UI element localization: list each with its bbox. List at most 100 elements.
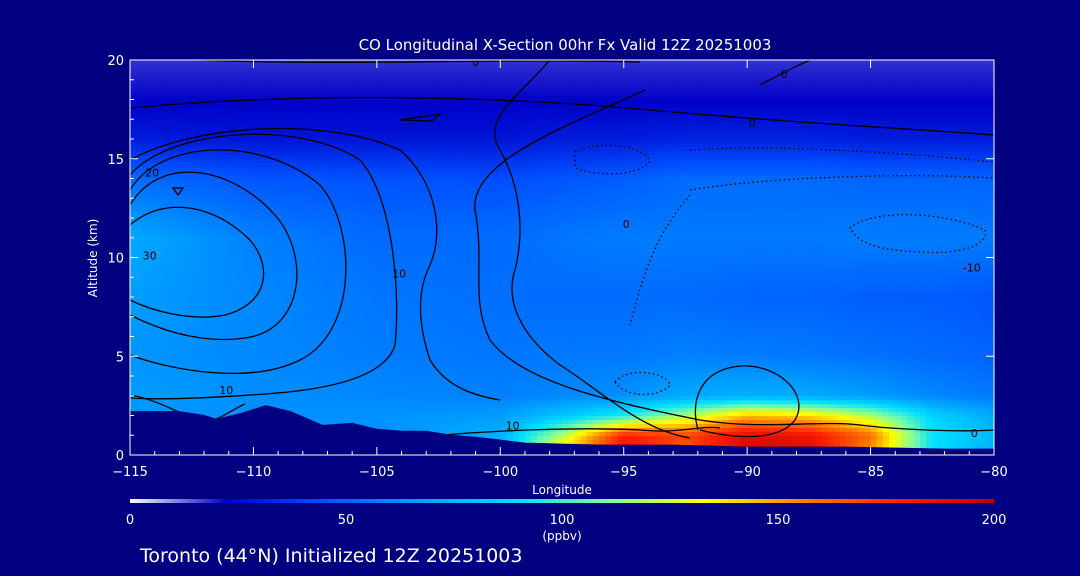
heatmap-cell	[697, 423, 705, 428]
heatmap-cell	[136, 368, 143, 373]
heatmap-cell	[432, 360, 440, 365]
heatmap-cell	[759, 348, 767, 353]
heatmap-cell	[889, 395, 896, 401]
heatmap-cell	[543, 395, 551, 401]
heatmap-cell	[370, 360, 378, 365]
heatmap-cell	[487, 328, 495, 334]
heatmap-cell	[204, 368, 211, 373]
heatmap-cell	[691, 387, 699, 393]
heatmap-cell	[821, 340, 828, 345]
heatmap-cell	[130, 336, 137, 342]
heatmap-cell	[253, 395, 261, 401]
heatmap-cell	[778, 415, 785, 421]
heatmap-cell	[432, 419, 440, 424]
heatmap-cell	[895, 391, 903, 397]
heatmap-cell	[728, 320, 736, 326]
heatmap-cell	[981, 379, 989, 385]
heatmap-cell	[827, 372, 835, 377]
heatmap-cell	[494, 415, 501, 421]
heatmap-cell	[352, 356, 359, 361]
heatmap-cell	[160, 407, 168, 413]
heatmap-cell	[956, 403, 964, 409]
heatmap-cell	[432, 320, 440, 326]
heatmap-cell	[666, 387, 674, 393]
heatmap-cell	[654, 419, 662, 424]
heatmap-cell	[401, 419, 409, 424]
heatmap-cell	[666, 376, 674, 381]
heatmap-cell	[944, 443, 952, 448]
heatmap-cell	[487, 336, 495, 342]
heatmap-cell	[185, 399, 193, 405]
heatmap-cell	[938, 435, 946, 440]
heatmap-cell	[697, 391, 705, 397]
heatmap-cell	[506, 324, 514, 330]
heatmap-cell	[413, 379, 421, 385]
heatmap-cell	[648, 403, 656, 409]
heatmap-cell	[302, 399, 310, 405]
heatmap-cell	[753, 443, 761, 448]
heatmap-cell	[278, 399, 285, 405]
heatmap-cell	[562, 439, 569, 444]
heatmap-cell	[383, 399, 390, 405]
heatmap-cell	[728, 376, 736, 381]
heatmap-cell	[234, 391, 242, 397]
heatmap-cell	[457, 360, 464, 365]
heatmap-cell	[617, 411, 625, 417]
heatmap-cell	[407, 419, 415, 424]
heatmap-cell	[734, 336, 742, 342]
heatmap-cell	[716, 364, 724, 369]
heatmap-cell	[518, 387, 526, 393]
heatmap-cell	[321, 372, 329, 377]
heatmap-cell	[308, 403, 316, 409]
heatmap-cell	[648, 383, 656, 389]
heatmap-cell	[549, 391, 557, 397]
heatmap-cell	[969, 419, 977, 424]
heatmap-cell	[438, 324, 446, 330]
heatmap-cell	[302, 368, 310, 373]
heatmap-cell	[876, 316, 884, 322]
heatmap-cell	[697, 383, 705, 389]
heatmap-cell	[938, 324, 946, 330]
heatmap-cell	[882, 316, 890, 322]
heatmap-cell	[142, 372, 150, 377]
heatmap-cell	[401, 332, 409, 338]
heatmap-cell	[685, 376, 693, 381]
heatmap-cell	[901, 364, 909, 369]
heatmap-cell	[919, 423, 927, 428]
heatmap-cell	[876, 427, 884, 432]
heatmap-cell	[142, 356, 150, 361]
heatmap-cell	[740, 439, 748, 444]
heatmap-cell	[926, 332, 933, 338]
heatmap-cell	[420, 320, 427, 326]
heatmap-cell	[290, 383, 298, 389]
heatmap-cell	[154, 312, 162, 318]
heatmap-cell	[265, 399, 273, 405]
heatmap-cell	[555, 316, 563, 322]
heatmap-cell	[629, 324, 637, 330]
heatmap-cell	[987, 387, 994, 393]
heatmap-cell	[617, 320, 625, 326]
heatmap-cell	[469, 423, 477, 428]
heatmap-cell	[722, 348, 730, 353]
heatmap-cell	[784, 431, 791, 436]
heatmap-cell	[346, 356, 353, 361]
heatmap-cell	[753, 403, 761, 409]
heatmap-cell	[395, 403, 403, 409]
heatmap-cell	[555, 376, 563, 381]
heatmap-cell	[629, 320, 637, 326]
heatmap-cell	[512, 376, 520, 381]
heatmap-cell	[444, 431, 452, 436]
heatmap-cell	[975, 407, 983, 413]
heatmap-cell	[160, 316, 168, 322]
heatmap-cell	[796, 348, 804, 353]
heatmap-cell	[518, 395, 526, 401]
heatmap-cell	[765, 336, 773, 342]
heatmap-cell	[568, 316, 575, 322]
heatmap-cell	[481, 387, 489, 393]
heatmap-cell	[339, 336, 347, 342]
heatmap-cell	[568, 383, 575, 389]
heatmap-cell	[679, 360, 687, 365]
heatmap-cell	[290, 348, 298, 353]
heatmap-cell	[216, 376, 224, 381]
heatmap-cell	[376, 391, 384, 397]
